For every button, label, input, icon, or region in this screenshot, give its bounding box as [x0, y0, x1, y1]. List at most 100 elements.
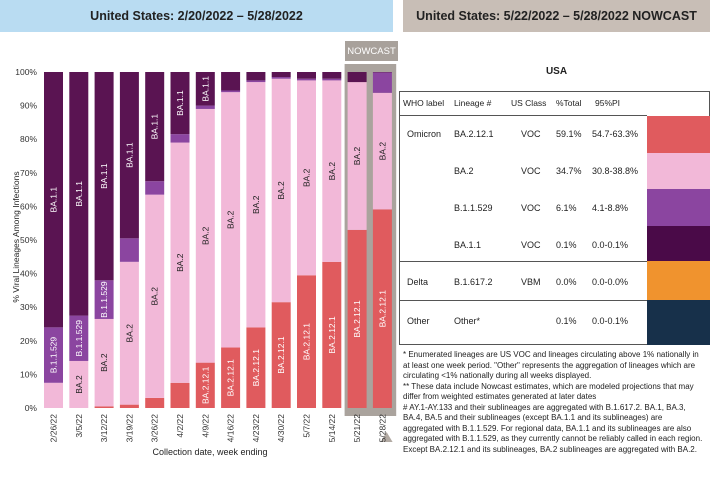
bar-segment [170, 142, 190, 383]
footnote-3: # AY.1-AY.133 and their sublineages are … [403, 402, 703, 454]
bar-segment [322, 80, 342, 262]
nowcast-marker-icon [380, 432, 393, 442]
row-pi: 0.0-0.0% [592, 277, 629, 287]
bar-segment [246, 327, 266, 408]
table-title: USA [545, 66, 568, 77]
bar-segment [246, 82, 266, 328]
bar-segment-label: B.1.1.529 [74, 320, 84, 357]
y-tick-label: 90% [20, 101, 37, 111]
x-tick-label: 4/9/22 [200, 414, 210, 438]
bar-segment [145, 181, 165, 195]
bar-segment-label: BA.2 [150, 287, 160, 306]
header-95pi: 95%PI [595, 98, 621, 108]
bar-segment-label: BA.2 [302, 168, 312, 187]
bar-segment-label: BA.2 [226, 210, 236, 229]
bar-segment-label: BA.2.12.1 [302, 323, 312, 361]
x-tick-label: 4/2/22 [175, 414, 185, 438]
swatch-ba2 [647, 153, 710, 189]
y-tick-label: 20% [20, 336, 37, 346]
bar-segment-label: BA.2.12.1 [327, 316, 337, 354]
row-lineage: B.1.1.529 [454, 203, 493, 213]
bar-segment [221, 347, 241, 408]
bar-segment [69, 72, 89, 316]
bar-segment [145, 72, 165, 182]
table-separator [399, 300, 647, 301]
row-pi: 0.0-0.1% [592, 240, 629, 250]
x-tick-label: 5/21/22 [352, 414, 362, 443]
bar-segment-label: BA.2 [175, 253, 185, 272]
x-tick-label: 5/28/22 [377, 414, 387, 443]
bar-segment [94, 280, 114, 319]
row-who-omicron: Omicron [407, 129, 442, 139]
bar-segment [221, 72, 241, 91]
x-axis-label: Collection date, week ending [152, 447, 268, 457]
x-tick-label: 3/19/22 [124, 414, 134, 443]
bar-segment-label: BA.2.12.1 [226, 359, 236, 397]
bar-segment [145, 194, 165, 398]
bar-segment [271, 302, 291, 408]
bar-segment [195, 362, 215, 408]
bar-segment-label: B.1.1.529 [49, 337, 59, 374]
bar-segment [221, 90, 241, 93]
bar-segment-label: BA.2 [124, 324, 134, 343]
bar-segment-label: BA.2.12.1 [200, 366, 210, 404]
y-tick-label: 30% [20, 302, 37, 312]
row-pct: 34.7% [556, 166, 582, 176]
row-lineage: Other* [454, 316, 481, 326]
stacked-bar-chart: 0% 10% 20% 30% 40% 50% 60% 70% 80% 90% 100% 2/26/22… [15, 64, 397, 443]
bar-segment-label: BA.2.12.1 [352, 300, 362, 338]
bar-segment-label: BA.2.12.1 [251, 349, 261, 387]
bar-segment [372, 209, 392, 408]
header-pct-total: %Total [556, 98, 582, 108]
bar-segment [44, 72, 63, 328]
bar-segment [94, 318, 114, 407]
bar-segment [322, 261, 342, 408]
bar-segment [119, 404, 139, 408]
y-tick-label: 10% [20, 369, 37, 379]
footnote-1: * Enumerated lineages are US VOC and lin… [403, 350, 699, 380]
x-tick-label: 2/26/22 [49, 414, 59, 443]
swatch-b16172 [647, 261, 710, 300]
y-tick-label: 70% [20, 168, 37, 178]
header-us-class: US Class [511, 98, 547, 108]
bar-segment-label: BA.2 [377, 142, 387, 161]
row-us-class: VOC [521, 203, 541, 213]
row-us-class: VBM [521, 277, 541, 287]
bar-segment-label: BA.2 [251, 195, 261, 214]
row-pi: 30.8-38.8% [592, 166, 639, 176]
row-lineage: BA.2.12.1 [454, 129, 494, 139]
x-tick-label: 3/26/22 [150, 414, 160, 443]
y-tick-label: 80% [20, 134, 37, 144]
bar-segment [322, 78, 342, 81]
row-who-other: Other [407, 316, 430, 326]
row-us-class: VOC [521, 240, 541, 250]
row-pi: 4.1-8.8% [592, 203, 629, 213]
bar-segment [322, 72, 342, 79]
left-panel-title: United States: 2/20/2022 – 5/28/2022 [0, 0, 393, 32]
bar-segment [297, 78, 316, 81]
nowcast-label: NOWCAST [345, 41, 398, 61]
bar-segment-label: BA.1.1 [49, 187, 59, 213]
bar-segment-label: BA.1.1 [175, 90, 185, 116]
row-pct: 59.1% [556, 129, 582, 139]
x-tick-label: 3/12/22 [99, 414, 109, 443]
swatch-ba11 [647, 226, 710, 261]
y-tick-label: 0% [25, 403, 38, 413]
row-pct: 6.1% [556, 203, 577, 213]
bar-segment [195, 108, 215, 363]
row-pct: 0.1% [556, 240, 577, 250]
swatch-other [647, 300, 710, 345]
bar-segment [221, 92, 241, 348]
header-lineage: Lineage # [454, 98, 492, 108]
y-tick-label: 50% [20, 235, 37, 245]
bar-segment [44, 327, 63, 383]
bar-segment-label: B.1.1.529 [99, 281, 109, 318]
swatch-ba2121 [647, 116, 710, 153]
bar-segment [44, 382, 63, 408]
bar-segment [195, 105, 215, 109]
row-lineage: B.1.617.2 [454, 277, 493, 287]
row-lineage: BA.2 [454, 166, 474, 176]
bar-segment-label: BA.1.1 [200, 76, 210, 102]
bar-segment [271, 72, 291, 78]
row-who-delta: Delta [407, 277, 429, 287]
